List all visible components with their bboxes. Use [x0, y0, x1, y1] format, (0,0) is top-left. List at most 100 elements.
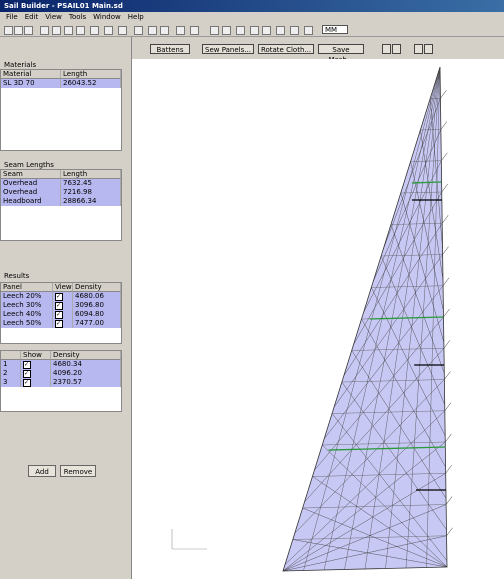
column-header	[1, 351, 21, 360]
table-cell: ✓	[53, 292, 73, 301]
column-header: View	[53, 283, 73, 292]
section-title: Seam Lengths	[4, 161, 54, 169]
menu-item[interactable]: Edit	[25, 12, 39, 23]
toolbar-icon[interactable]	[148, 26, 157, 35]
mesh-line	[441, 122, 447, 130]
checkbox[interactable]: ✓	[23, 379, 31, 387]
toolbar-icon[interactable]	[24, 26, 33, 35]
toolbar-icon[interactable]	[104, 26, 113, 35]
checkbox[interactable]: ✓	[55, 302, 63, 310]
table-cell: 2	[1, 369, 21, 378]
table-cell: 7477.00	[73, 319, 121, 328]
toolbar-icon[interactable]	[210, 26, 219, 35]
checkbox[interactable]: ✓	[23, 370, 31, 378]
table-row[interactable]: Leech 30%✓ 3096.80	[1, 301, 121, 310]
table-cell: ✓	[21, 360, 51, 369]
toolbar-icon[interactable]	[290, 26, 299, 35]
button[interactable]: Battens	[150, 44, 190, 54]
toolbar-icon[interactable]	[222, 26, 231, 35]
menu-item[interactable]: View	[45, 12, 62, 23]
table-cell: 3096.80	[73, 301, 121, 310]
table-cell: ✓	[53, 319, 73, 328]
checkbox[interactable]: ✓	[55, 293, 63, 301]
table-row[interactable]: Leech 20%✓4680.06	[1, 292, 121, 301]
table-cell: 4096.20	[51, 369, 121, 378]
toolbar-icon[interactable]	[118, 26, 127, 35]
units-dropdown[interactable]: MM	[322, 25, 348, 34]
toolbar-icon[interactable]	[304, 26, 313, 35]
table-cell: Overhead	[1, 179, 61, 188]
menu-item[interactable]: Tools	[69, 12, 86, 23]
table-cell: Headboard	[1, 197, 61, 206]
mesh-line	[446, 497, 452, 505]
toolbar-icon[interactable]	[14, 26, 23, 35]
table-cell: 6094.80	[73, 310, 121, 319]
mesh-line	[443, 278, 449, 286]
table-row[interactable]: 3✓2370.57	[1, 378, 121, 387]
toolbar-icon[interactable]	[76, 26, 85, 35]
menu-bar: File Edit View Tools Window Help	[0, 12, 504, 23]
table-cell: Leech 30%	[1, 301, 53, 310]
small-button[interactable]	[382, 44, 391, 54]
toolbar-icon[interactable]	[250, 26, 259, 35]
column-header: Density	[51, 351, 121, 360]
small-button[interactable]	[424, 44, 433, 54]
toolbar-icon[interactable]	[40, 26, 49, 35]
button[interactable]: Save Mesh...	[318, 44, 364, 54]
table-cell: 4680.34	[51, 360, 121, 369]
tab[interactable]: Remove	[60, 465, 96, 477]
tab[interactable]: Add	[28, 465, 56, 477]
toolbar-icon[interactable]	[134, 26, 143, 35]
checkbox[interactable]: ✓	[55, 320, 63, 328]
mesh-line	[446, 465, 452, 473]
menu-item[interactable]: Help	[128, 12, 144, 23]
mesh-line	[442, 215, 448, 223]
checkbox[interactable]: ✓	[23, 361, 31, 369]
mesh-line	[444, 340, 450, 348]
menu-item[interactable]: File	[6, 12, 18, 23]
small-button[interactable]	[414, 44, 423, 54]
toolbar-icon[interactable]	[276, 26, 285, 35]
table-row[interactable]: Leech 50%✓7477.00	[1, 319, 121, 328]
button[interactable]: Sew Panels...	[202, 44, 254, 54]
column-header: Density	[73, 283, 121, 292]
menu-item[interactable]: Window	[93, 12, 121, 23]
column-header: Length	[61, 170, 121, 179]
sail-view	[132, 59, 504, 579]
section-title: Materials	[4, 61, 36, 69]
toolbar-icon[interactable]	[262, 26, 271, 35]
toolbar-icon[interactable]	[64, 26, 73, 35]
toolbar-icon[interactable]	[90, 26, 99, 35]
toolbar-icon[interactable]	[160, 26, 169, 35]
table-cell: ✓	[21, 369, 51, 378]
table-cell: 1	[1, 360, 21, 369]
column-header: Length	[61, 70, 121, 79]
toolbar-icon[interactable]	[52, 26, 61, 35]
checkbox[interactable]: ✓	[55, 311, 63, 319]
table-cell: ✓	[53, 310, 73, 319]
table-row[interactable]: Leech 40%✓6094.80	[1, 310, 121, 319]
toolbar-icon[interactable]	[236, 26, 245, 35]
toolbar-icon[interactable]	[190, 26, 199, 35]
toolbar-icon[interactable]	[176, 26, 185, 35]
table-cell: 28866.34	[61, 197, 121, 206]
button[interactable]: Rotate Cloth...	[258, 44, 314, 54]
table-row[interactable]: 1✓ 4680.34	[1, 360, 121, 369]
table-cell: SL 3D 70	[1, 79, 61, 88]
table-cell: 7216.98	[61, 188, 121, 197]
table-cell: ✓	[53, 301, 73, 310]
table-row[interactable]: 2✓ 4096.20	[1, 369, 121, 378]
toolbar-icon[interactable]	[4, 26, 13, 35]
small-button[interactable]	[392, 44, 401, 54]
table-cell: 26043.52	[61, 79, 121, 88]
